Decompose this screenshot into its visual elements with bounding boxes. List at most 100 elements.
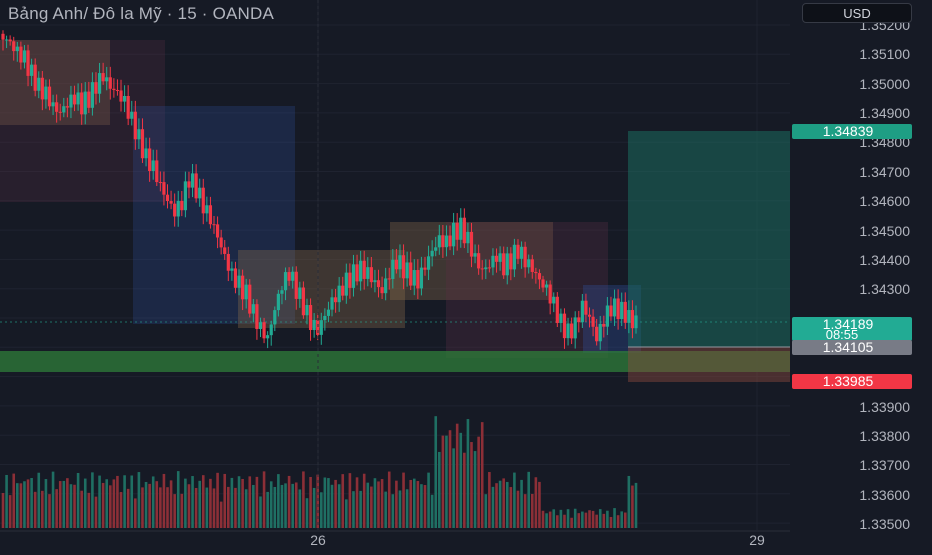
price-tick: 1.34600 <box>859 193 910 209</box>
volume-bar <box>470 442 473 528</box>
candle-body <box>208 205 213 225</box>
volume-bar <box>108 485 112 528</box>
candle-body <box>359 260 363 282</box>
candle-body <box>394 259 398 270</box>
candle-body <box>416 270 420 289</box>
volume-bar <box>387 471 391 528</box>
candle-body <box>133 111 137 140</box>
support-zone <box>0 351 790 372</box>
candle-body <box>115 89 120 91</box>
volume-bar <box>58 481 62 528</box>
volume-bar <box>76 473 80 528</box>
candle-body <box>15 46 19 52</box>
volume-bar <box>330 484 334 528</box>
candle-body <box>616 298 620 320</box>
volume-bar <box>466 419 470 528</box>
volume-bar <box>420 484 423 528</box>
candle-body <box>448 235 452 247</box>
volume-bar <box>584 512 588 528</box>
volume-bar <box>563 514 566 528</box>
candle-body <box>323 315 327 321</box>
last-price-badge: 1.34189 08:55 <box>792 316 912 342</box>
volume-bar <box>248 476 252 528</box>
volume-bar <box>155 481 159 528</box>
volume-bar <box>530 493 534 528</box>
volume-bar <box>205 487 209 528</box>
volume-bar <box>591 510 595 528</box>
candle-body <box>241 275 245 300</box>
last-price-label: 1.34189 <box>823 316 874 332</box>
volume-bar <box>534 477 538 528</box>
entry-price-badge: 1.34105 <box>792 339 912 355</box>
candle-body <box>480 268 484 270</box>
stop-price-badge: 1.33985 <box>792 373 912 389</box>
volume-bar <box>244 489 248 528</box>
volume-bar <box>80 490 83 528</box>
candle-body <box>219 237 223 248</box>
candle-body <box>595 326 599 342</box>
volume-bar <box>305 498 309 528</box>
price-axis[interactable]: 1.35200 1.35100 1.35000 1.34900 1.34800 … <box>859 17 910 532</box>
volume-bar <box>151 476 155 528</box>
candle-body <box>419 267 424 289</box>
volume-bar <box>44 479 48 528</box>
candle-body <box>144 148 148 159</box>
candle-body <box>180 200 184 211</box>
candle-body <box>494 255 499 262</box>
candle-body <box>376 280 381 288</box>
candle-body <box>198 187 202 199</box>
candle-body <box>455 222 459 240</box>
candle-body <box>527 259 531 268</box>
candle-body <box>80 92 84 115</box>
volume-bar <box>631 485 634 528</box>
volume-bar <box>30 478 33 528</box>
volume-bar <box>513 472 516 528</box>
volume-bar <box>606 510 609 528</box>
volume-bar <box>309 476 312 528</box>
entry-price-label: 1.34105 <box>823 339 874 355</box>
candle-body <box>101 73 105 82</box>
volume-bar <box>176 471 180 528</box>
time-axis[interactable]: 26 29 <box>0 530 790 548</box>
candle-body <box>487 267 491 269</box>
candle-body <box>280 290 284 294</box>
candle-body <box>126 95 130 119</box>
candle-body <box>580 300 584 323</box>
currency-selector[interactable]: USD <box>802 3 912 23</box>
candle-body <box>305 305 309 316</box>
volume-bar <box>616 515 620 528</box>
volume-bar <box>55 489 58 528</box>
candle-body <box>308 305 313 331</box>
candle-body <box>298 287 302 299</box>
volume-bar <box>252 484 255 528</box>
volume-bar <box>219 501 223 528</box>
volume-bar <box>352 491 355 528</box>
zone-box <box>133 106 295 324</box>
volume-bar <box>316 474 320 528</box>
volume-bar <box>527 471 531 528</box>
volume-bar <box>119 492 123 528</box>
candle-body <box>366 267 370 279</box>
candle-body <box>459 217 463 240</box>
volume-bar <box>302 471 305 528</box>
candle-body <box>151 160 155 172</box>
candle-body <box>122 95 127 102</box>
symbol-title[interactable]: Bảng Anh/ Đô la Mỹ · 15 · OANDA <box>8 4 275 23</box>
candle-body <box>562 313 567 339</box>
price-tick: 1.35100 <box>859 46 910 62</box>
volume-bar <box>8 495 12 528</box>
volume-bar <box>477 436 480 528</box>
volume-bar <box>391 494 395 528</box>
candle-body <box>477 253 481 269</box>
candle-body <box>555 296 559 323</box>
volume-bar <box>187 484 191 528</box>
volume-bar <box>459 432 463 528</box>
volume-bar <box>241 478 244 528</box>
candle-body <box>344 272 348 296</box>
candle-body <box>194 173 198 199</box>
candle-body <box>262 322 266 339</box>
candle-body <box>312 319 316 331</box>
candle-body <box>401 255 406 279</box>
